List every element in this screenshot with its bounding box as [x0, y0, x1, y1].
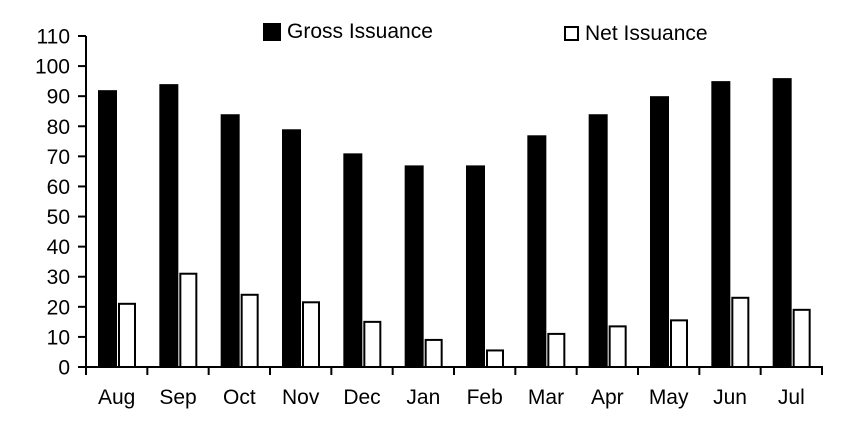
- bar-gross-nov: [282, 129, 301, 367]
- legend-item-net-issuance: Net Issuance: [564, 23, 708, 44]
- bar-gross-jan: [404, 165, 424, 367]
- bar-gross-jun: [711, 81, 731, 368]
- bar-net-oct: [240, 293, 259, 369]
- y-axis-tick-label: 10: [47, 326, 70, 349]
- bar-net-nov: [302, 301, 320, 368]
- x-axis-category-label: Jun: [713, 386, 747, 409]
- gross-issuance-swatch-icon: [263, 22, 281, 41]
- y-axis-tick-label: 20: [47, 296, 70, 319]
- x-axis-category-label: Jul: [778, 386, 805, 409]
- y-axis-tick-label: 0: [58, 357, 70, 380]
- x-axis-category-label: Oct: [223, 386, 256, 409]
- bar-net-apr: [608, 325, 627, 368]
- bar-net-aug: [118, 302, 136, 368]
- legend-item-gross-issuance: Gross Issuance: [263, 21, 433, 42]
- bar-net-may: [670, 319, 688, 369]
- y-axis-tick-label: 30: [47, 266, 70, 289]
- bar-gross-dec: [343, 153, 363, 367]
- y-axis-tick-label: 40: [47, 236, 70, 259]
- x-axis-category-label: May: [649, 386, 689, 409]
- y-axis-tick-label: 60: [47, 176, 70, 199]
- bar-net-sep: [179, 272, 198, 368]
- bar-gross-mar: [527, 135, 547, 367]
- x-axis-category-label: Nov: [282, 386, 320, 409]
- bar-net-jan: [424, 338, 443, 368]
- y-axis-tick-label: 80: [47, 116, 70, 139]
- x-axis-category-label: Dec: [343, 386, 380, 409]
- bar-net-dec: [363, 320, 382, 369]
- bar-net-feb: [486, 349, 504, 369]
- legend-label-gross-issuance: Gross Issuance: [287, 20, 433, 43]
- bar-gross-jul: [772, 78, 792, 368]
- y-axis-tick-label: 50: [47, 206, 70, 229]
- y-axis-tick-label: 110: [37, 26, 70, 49]
- x-axis-category-label: Sep: [159, 386, 196, 409]
- x-axis-category-label: Mar: [528, 386, 564, 409]
- bar-net-mar: [547, 332, 566, 368]
- x-axis-category-label: Feb: [467, 386, 503, 409]
- net-issuance-swatch-icon: [564, 26, 579, 41]
- y-axis-tick-label: 90: [47, 86, 70, 109]
- y-axis-tick-label: 100: [35, 56, 70, 79]
- x-axis-category-label: Apr: [591, 386, 624, 409]
- x-axis-category-label: Aug: [98, 386, 135, 409]
- bar-gross-apr: [588, 114, 608, 368]
- bar-net-jul: [792, 308, 811, 368]
- bar-gross-aug: [98, 90, 117, 367]
- y-axis-tick-label: 70: [47, 146, 70, 169]
- bar-net-jun: [731, 296, 750, 369]
- bar-gross-sep: [159, 84, 179, 368]
- bar-gross-oct: [220, 114, 240, 368]
- x-axis-category-label: Jan: [406, 386, 440, 409]
- bar-gross-may: [650, 96, 669, 367]
- bar-gross-feb: [466, 165, 485, 367]
- legend-label-net-issuance: Net Issuance: [585, 22, 708, 45]
